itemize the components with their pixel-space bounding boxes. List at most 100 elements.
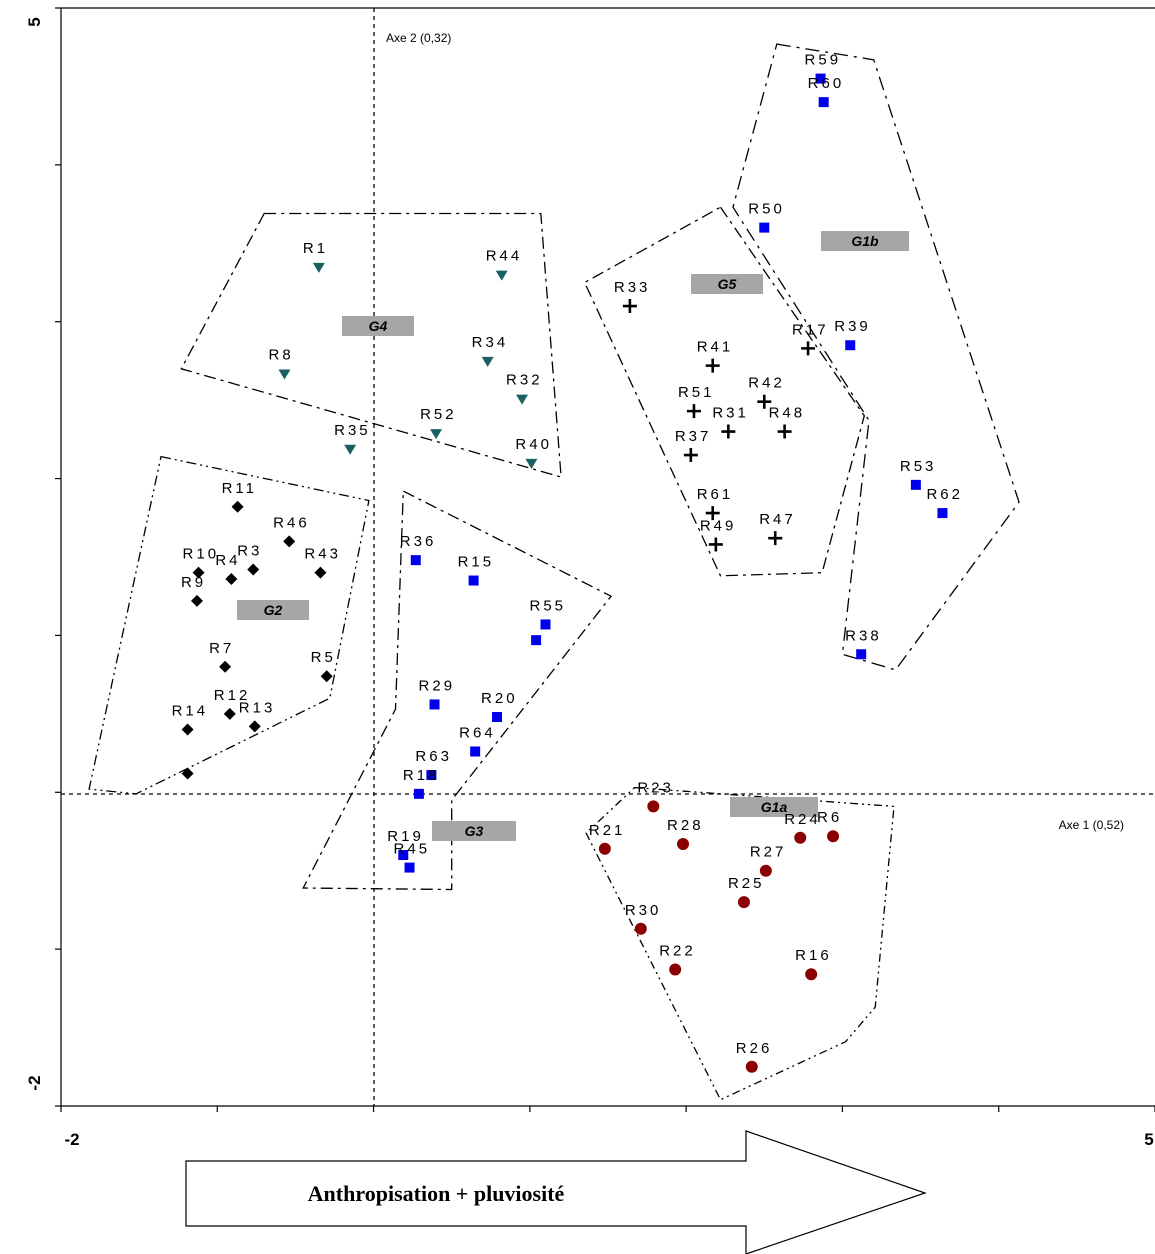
point-r63 xyxy=(426,770,437,781)
point-r36 xyxy=(410,555,421,566)
point-r8 xyxy=(278,369,291,380)
group-hulls xyxy=(88,43,1020,1101)
point-label-r32: R32 xyxy=(506,372,543,389)
point-label-r23: R23 xyxy=(637,779,674,796)
point-r59 xyxy=(815,73,826,84)
point-label-r39: R39 xyxy=(834,318,871,335)
y-tick-label-bottom: -2 xyxy=(25,1075,44,1090)
hull-g1b xyxy=(732,43,1020,671)
axis-ticks xyxy=(55,7,1155,1112)
point-r61 xyxy=(705,506,720,521)
point-label-r31: R31 xyxy=(712,405,749,422)
point-label-r9: R9 xyxy=(181,574,206,591)
point-r39 xyxy=(845,340,856,351)
point-r13b xyxy=(181,767,194,780)
data-points xyxy=(181,73,948,1073)
point-label-r30: R30 xyxy=(625,902,662,919)
point-r16 xyxy=(805,968,818,981)
point-label-r34: R34 xyxy=(472,334,509,351)
point-r50 xyxy=(759,222,770,233)
point-r28 xyxy=(677,838,690,851)
point-r45 xyxy=(404,862,415,873)
point-r23 xyxy=(647,800,660,813)
point-label-r52: R52 xyxy=(420,406,457,423)
point-label-r7: R7 xyxy=(209,640,234,657)
point-label-r47: R47 xyxy=(759,511,796,528)
point-r1 xyxy=(312,262,325,273)
point-label-r63: R63 xyxy=(415,748,452,765)
point-r9 xyxy=(190,594,203,607)
point-r4 xyxy=(225,572,238,585)
point-label-r3: R3 xyxy=(237,543,262,560)
point-label-r16: R16 xyxy=(795,947,832,964)
point-label-r61: R61 xyxy=(697,486,734,503)
axis2-label: Axe 2 (0,32) xyxy=(386,31,451,45)
point-r13 xyxy=(248,720,261,733)
point-label-r59: R59 xyxy=(805,52,842,69)
point-label-r11: R11 xyxy=(222,480,257,497)
point-label-r18: R18 xyxy=(403,767,440,784)
point-r6 xyxy=(827,830,840,843)
point-labels: R1 R44 R8 R34 R32 R52 R35 R40 R11 R46 R10 R3 R43 R4 R9… xyxy=(172,52,963,1057)
point-r60 xyxy=(818,97,829,108)
point-r27 xyxy=(759,864,772,877)
point-r17 xyxy=(801,341,816,356)
point-label-r53: R53 xyxy=(900,458,937,475)
group-label-box-g1b xyxy=(821,231,909,251)
point-r12 xyxy=(223,707,236,720)
point-label-r64: R64 xyxy=(459,725,496,742)
x-tick-label-left: -2 xyxy=(64,1130,79,1149)
group-label-g4: G4 xyxy=(369,318,388,334)
point-label-r12: R12 xyxy=(214,687,251,704)
group-labels: G4 G2 G3 G5 G1b G1a xyxy=(237,231,909,841)
gradient-arrow xyxy=(185,1130,927,1254)
point-r41 xyxy=(705,358,720,373)
point-label-r50: R50 xyxy=(748,201,785,218)
point-r18 xyxy=(413,788,424,799)
point-r7 xyxy=(219,660,232,673)
group-label-box-g3 xyxy=(432,821,516,841)
point-label-r21: R21 xyxy=(589,822,626,839)
point-label-r36: R36 xyxy=(400,533,437,550)
point-label-r35: R35 xyxy=(334,422,371,439)
group-label-g5: G5 xyxy=(718,276,737,292)
point-label-r24: R24 xyxy=(784,811,821,828)
group-label-g1a: G1a xyxy=(761,799,788,815)
point-label-r29: R29 xyxy=(419,677,456,694)
point-r26 xyxy=(745,1060,758,1073)
point-label-r14: R14 xyxy=(172,703,209,720)
point-label-r42: R42 xyxy=(748,375,785,392)
point-label-r62: R62 xyxy=(926,486,963,503)
point-r48 xyxy=(777,424,792,439)
point-r55 xyxy=(540,619,551,630)
group-label-g1b: G1b xyxy=(851,233,879,249)
point-r3 xyxy=(247,563,260,576)
point-r15 xyxy=(468,575,479,586)
gradient-arrow-label: Anthropisation + pluviosité xyxy=(308,1181,565,1206)
point-label-r4: R4 xyxy=(215,552,240,569)
point-label-r51: R51 xyxy=(678,384,715,401)
x-tick-label-right: 5 xyxy=(1144,1130,1153,1149)
point-label-r22: R22 xyxy=(659,943,696,960)
point-r25 xyxy=(737,896,750,909)
point-r38 xyxy=(856,649,867,660)
point-label-r28: R28 xyxy=(667,817,704,834)
point-r47 xyxy=(768,531,783,546)
point-label-r8: R8 xyxy=(268,346,293,363)
point-r51 xyxy=(686,404,701,419)
point-r32 xyxy=(516,394,529,405)
point-label-r37: R37 xyxy=(675,428,712,445)
point-r31 xyxy=(721,424,736,439)
point-label-r10: R10 xyxy=(183,546,220,563)
point-r30 xyxy=(634,922,647,935)
point-r33 xyxy=(622,299,637,314)
point-label-r15: R15 xyxy=(458,554,495,571)
point-r37 xyxy=(683,448,698,463)
hull-g3 xyxy=(302,490,613,891)
point-label-r5: R5 xyxy=(311,649,336,666)
point-r34 xyxy=(481,356,494,367)
point-label-r48: R48 xyxy=(769,405,806,422)
point-r64 xyxy=(470,746,481,757)
point-r22 xyxy=(669,963,682,976)
point-label-r49: R49 xyxy=(700,517,737,534)
